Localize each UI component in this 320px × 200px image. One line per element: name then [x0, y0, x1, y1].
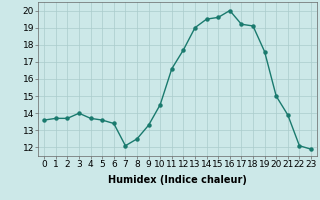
- X-axis label: Humidex (Indice chaleur): Humidex (Indice chaleur): [108, 175, 247, 185]
